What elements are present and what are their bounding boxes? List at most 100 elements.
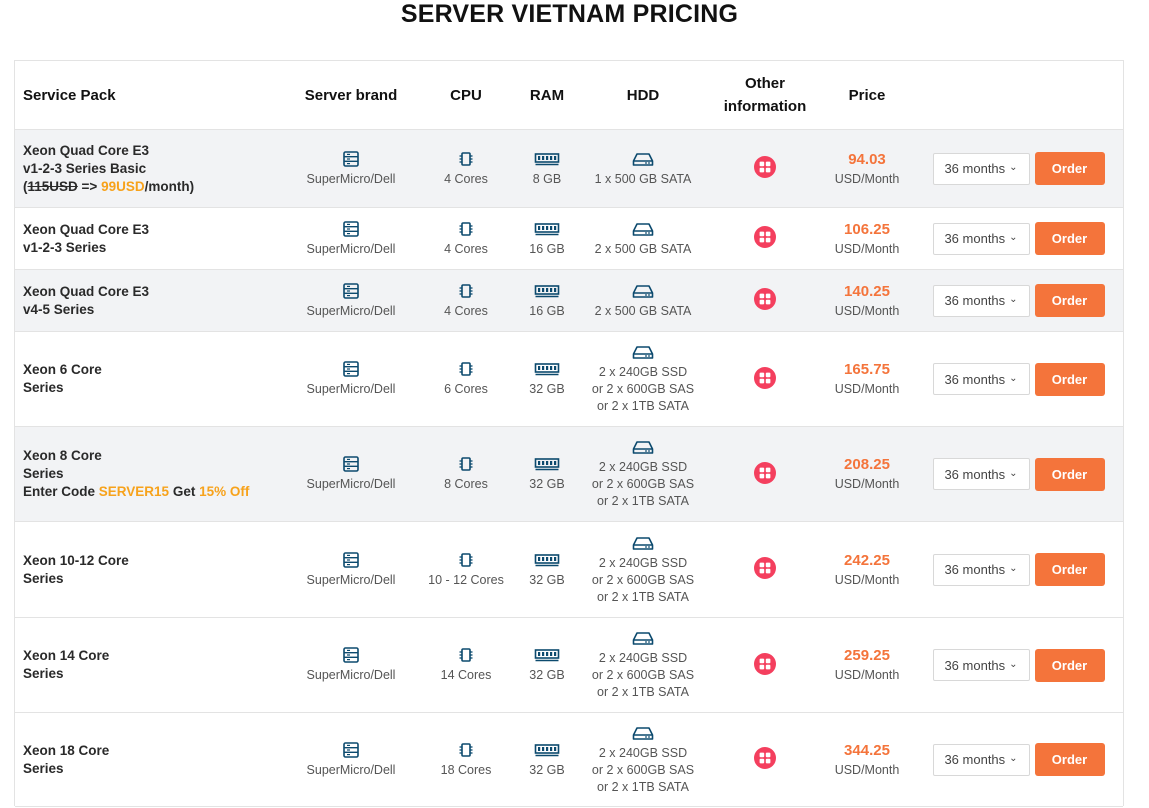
other-info-cell[interactable] [713, 130, 817, 207]
hard-drive-icon [631, 724, 655, 742]
promo-old-price: 115USD [27, 178, 78, 194]
hdd-spec-line: 1 x 500 GB SATA [594, 171, 692, 186]
service-pack-name: Xeon 6 Core Series [23, 361, 102, 397]
price-unit: USD/Month [834, 668, 900, 682]
order-button[interactable]: Order [1034, 222, 1105, 255]
header-cpu: CPU [450, 86, 482, 104]
term-value: 36 months [944, 562, 1006, 577]
promo-tail: /month) [144, 178, 195, 194]
info-grid-icon[interactable] [753, 556, 777, 580]
info-grid-icon[interactable] [753, 746, 777, 770]
promo-code-label: Enter Code [23, 484, 99, 499]
header-service-pack: Service Pack [23, 86, 116, 104]
ram-icon [534, 150, 560, 168]
cpu-chip-icon [456, 150, 476, 168]
order-button[interactable]: Order [1034, 284, 1105, 317]
order-button[interactable]: Order [1034, 362, 1105, 396]
chevron-down-icon: ⌄ [1009, 372, 1018, 384]
promo-open: ( [23, 178, 28, 194]
price-value: 94.03 [848, 150, 886, 168]
cpu-cores: 4 Cores [444, 303, 488, 318]
info-grid-icon[interactable] [753, 287, 777, 311]
service-pack-name: Xeon Quad Core E3 v4-5 Series [23, 283, 149, 319]
cpu-chip-icon [456, 282, 476, 300]
hard-drive-icon [631, 282, 655, 300]
other-info-cell[interactable] [713, 427, 817, 521]
hdd-spec-line: or 2 x 1TB SATA [597, 494, 689, 508]
term-select[interactable]: 36 months ⌄ [932, 363, 1030, 395]
other-info-cell[interactable] [713, 522, 817, 617]
chevron-down-icon: ⌄ [1009, 162, 1018, 173]
chevron-down-icon: ⌄ [1009, 658, 1018, 670]
order-button[interactable]: Order [1034, 743, 1105, 776]
price-unit: USD/Month [834, 572, 900, 587]
promo-code-mid: Get [169, 484, 200, 499]
price-value: 208.25 [844, 456, 890, 473]
pack-name-line: Series [23, 466, 64, 481]
server-brand: SuperMicro/Dell [306, 668, 396, 682]
info-grid-icon[interactable] [753, 225, 777, 249]
cpu-chip-icon [456, 360, 476, 378]
term-select[interactable]: 36 months ⌄ [932, 152, 1030, 185]
other-info-cell[interactable] [713, 270, 817, 331]
cpu-cores: 10 - 12 Cores [428, 572, 504, 587]
hard-drive-icon [631, 150, 655, 168]
ram-size: 16 GB [529, 241, 565, 256]
other-info-cell[interactable] [713, 713, 817, 806]
info-grid-icon[interactable] [753, 155, 777, 179]
order-button[interactable]: Order [1034, 648, 1105, 682]
term-value: 36 months [944, 752, 1006, 767]
cpu-cores: 18 Cores [440, 762, 492, 777]
server-icon [341, 741, 361, 759]
price-value: 242.25 [844, 551, 890, 569]
info-grid-icon[interactable] [753, 366, 777, 390]
service-pack-name: Xeon Quad Core E3 v1-2-3 Series Basic (1… [23, 142, 194, 196]
server-icon [341, 551, 361, 569]
term-select[interactable]: 36 months ⌄ [932, 553, 1030, 586]
header-ram: RAM [529, 86, 565, 104]
server-brand: SuperMicro/Dell [306, 171, 396, 186]
order-button[interactable]: Order [1034, 553, 1105, 586]
server-brand: SuperMicro/Dell [306, 382, 396, 396]
pack-name-line: Xeon 8 Core [23, 448, 102, 463]
cpu-cores: 6 Cores [444, 382, 488, 396]
ram-icon [534, 551, 560, 569]
ram-size: 8 GB [532, 171, 562, 186]
cpu-chip-icon [456, 551, 476, 569]
pack-name-line: Xeon 14 Core [23, 648, 110, 663]
order-button[interactable]: Order [1034, 152, 1105, 185]
term-select[interactable]: 36 months ⌄ [932, 284, 1030, 317]
hdd-spec-line: or 2 x 1TB SATA [597, 399, 689, 413]
cpu-cores: 4 Cores [444, 171, 488, 186]
pack-name-line: Xeon 10-12 Core [23, 552, 129, 568]
term-select[interactable]: 36 months ⌄ [932, 649, 1030, 681]
cpu-chip-icon [456, 646, 476, 664]
term-select[interactable]: 36 months ⌄ [932, 458, 1030, 490]
header-other-line2: information [723, 98, 807, 115]
cpu-chip-icon [456, 220, 476, 238]
term-value: 36 months [944, 231, 1006, 246]
hdd-spec-line: 2 x 240GB SSD [598, 745, 688, 760]
price-unit: USD/Month [834, 382, 900, 396]
hdd-spec-line: or 2 x 1TB SATA [597, 589, 689, 604]
term-select[interactable]: 36 months ⌄ [932, 743, 1030, 776]
server-icon [341, 646, 361, 664]
pack-name-line: v4-5 Series [23, 301, 95, 317]
chevron-down-icon: ⌄ [1009, 467, 1018, 479]
ram-icon [534, 220, 560, 238]
info-grid-icon[interactable] [753, 461, 777, 485]
price-unit: USD/Month [834, 477, 900, 491]
other-info-cell[interactable] [713, 332, 817, 426]
ram-icon [534, 741, 560, 759]
order-button[interactable]: Order [1034, 457, 1105, 491]
promo-arrow: => [77, 178, 102, 194]
term-value: 36 months [944, 371, 1006, 387]
price-unit: USD/Month [834, 241, 900, 256]
other-info-cell[interactable] [713, 208, 817, 269]
term-select[interactable]: 36 months ⌄ [932, 222, 1030, 255]
service-pack-name: Xeon 10-12 Core Series [23, 552, 129, 588]
term-value: 36 months [944, 466, 1006, 482]
other-info-cell[interactable] [713, 618, 817, 712]
hdd-spec-line: or 2 x 600GB SAS [591, 382, 695, 396]
info-grid-icon[interactable] [753, 652, 777, 676]
